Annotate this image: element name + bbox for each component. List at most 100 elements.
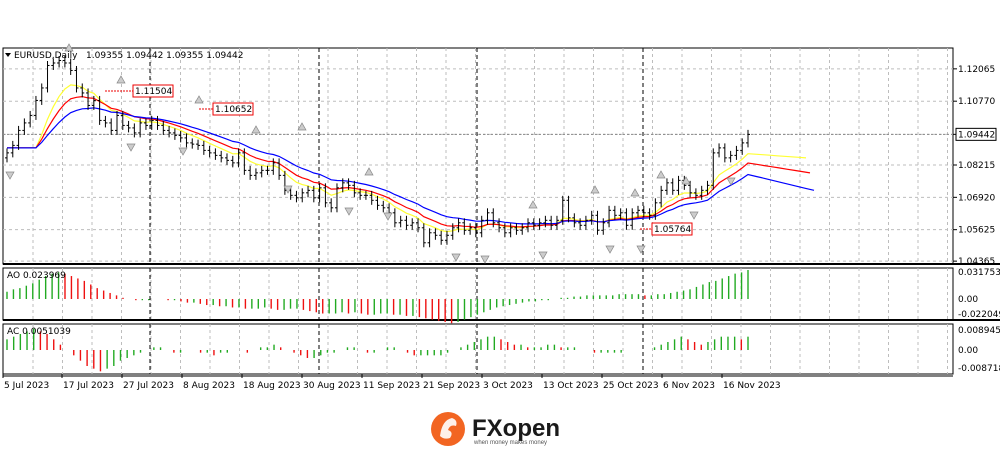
price-annotation: 1.10652 (199, 102, 254, 116)
candle (549, 215, 554, 230)
candle (103, 115, 108, 128)
candle (473, 223, 478, 238)
candle (444, 230, 449, 245)
date-tick-label: 16 Nov 2023 (723, 381, 781, 391)
candle (636, 205, 641, 218)
candle (526, 218, 531, 233)
candle (531, 218, 536, 230)
brand-name: FXopen (472, 415, 560, 442)
candle (624, 208, 629, 230)
candle (537, 218, 542, 230)
ma-slow-line (7, 107, 815, 225)
candle (670, 178, 675, 195)
candle (277, 158, 282, 180)
panel-frame (2, 47, 954, 265)
candle (155, 115, 160, 130)
candle (514, 223, 519, 235)
dropdown-icon[interactable] (5, 53, 11, 57)
candle (468, 223, 473, 235)
candle (595, 210, 600, 235)
candle (485, 208, 490, 225)
fractal-markers (5, 43, 736, 264)
panel-frame (2, 323, 954, 375)
candle (62, 55, 67, 68)
candle (219, 150, 224, 163)
candle (329, 198, 334, 213)
fractal-down-icon (283, 185, 293, 194)
candle (711, 148, 716, 190)
date-tick-label: 18 Aug 2023 (243, 381, 301, 391)
candle (630, 208, 635, 230)
candle (520, 223, 525, 235)
fractal-down-icon (480, 255, 490, 264)
candle (740, 138, 745, 155)
candle (439, 230, 444, 245)
candle (224, 153, 229, 165)
candle (306, 185, 311, 198)
fractal-down-icon (538, 251, 548, 260)
candle (323, 183, 328, 208)
candle (601, 218, 606, 235)
candle (271, 158, 276, 175)
candle (74, 65, 79, 93)
price-tick-label: 1.06920 (958, 193, 995, 203)
candle (294, 190, 299, 203)
candle (236, 148, 241, 168)
date-tick-label: 11 Sep 2023 (363, 381, 420, 391)
candle (45, 60, 50, 93)
ao-label: AO 0.023969 (7, 271, 66, 281)
fxopen-logo: FXopen when money makes money (431, 412, 560, 446)
candle (300, 188, 305, 203)
price-annotation: 1.05764 (640, 222, 693, 236)
grid-lines (3, 48, 953, 374)
current-price-box (955, 127, 997, 141)
price-tick-label: 1.08215 (958, 161, 995, 171)
candle (51, 58, 56, 70)
candle (456, 218, 461, 233)
candle (5, 148, 9, 163)
candle (230, 155, 235, 168)
candle (184, 133, 189, 148)
price-tick-label: 1.05625 (958, 226, 995, 236)
fractal-up-icon (656, 170, 666, 179)
candle (641, 205, 646, 218)
fractal-up-icon (64, 43, 74, 52)
candle (572, 213, 577, 228)
ma-fast-line (7, 84, 807, 233)
candle (33, 95, 38, 120)
brand-tagline: when money makes money (473, 440, 547, 446)
fractal-down-icon (636, 245, 646, 254)
fractal-up-icon (528, 200, 538, 209)
candle (607, 205, 612, 228)
candle (618, 208, 623, 220)
candle (259, 165, 264, 178)
price-axis: 1.12065 1.10770 1.09442 1.08215 1.06920 1.056… (953, 65, 1000, 374)
candle (589, 210, 594, 225)
symbol-label: EURUSD,Daily (14, 51, 78, 61)
candle (80, 83, 85, 98)
fractal-down-icon (178, 147, 188, 156)
candle (248, 165, 253, 180)
candle (265, 165, 270, 175)
candle (381, 200, 386, 213)
chart-area: 1.12065 1.10770 1.09442 1.08215 1.06920 1.056… (2, 43, 1000, 391)
candle (132, 123, 137, 138)
candle (410, 218, 415, 230)
candle (86, 88, 91, 110)
candle (253, 168, 258, 180)
candle (705, 180, 710, 195)
fractal-down-icon (451, 253, 461, 262)
candle (647, 208, 652, 220)
candle (363, 190, 368, 200)
date-tick-label: 25 Oct 2023 (603, 381, 659, 391)
date-tick-label: 27 Jul 2023 (123, 381, 174, 391)
candle (392, 208, 397, 228)
candle (57, 55, 62, 68)
candle (172, 128, 177, 140)
candle (109, 118, 114, 135)
candle (120, 110, 125, 130)
candle (404, 215, 409, 230)
candle (427, 228, 432, 248)
candle (450, 223, 455, 240)
fractal-down-icon (689, 211, 699, 220)
